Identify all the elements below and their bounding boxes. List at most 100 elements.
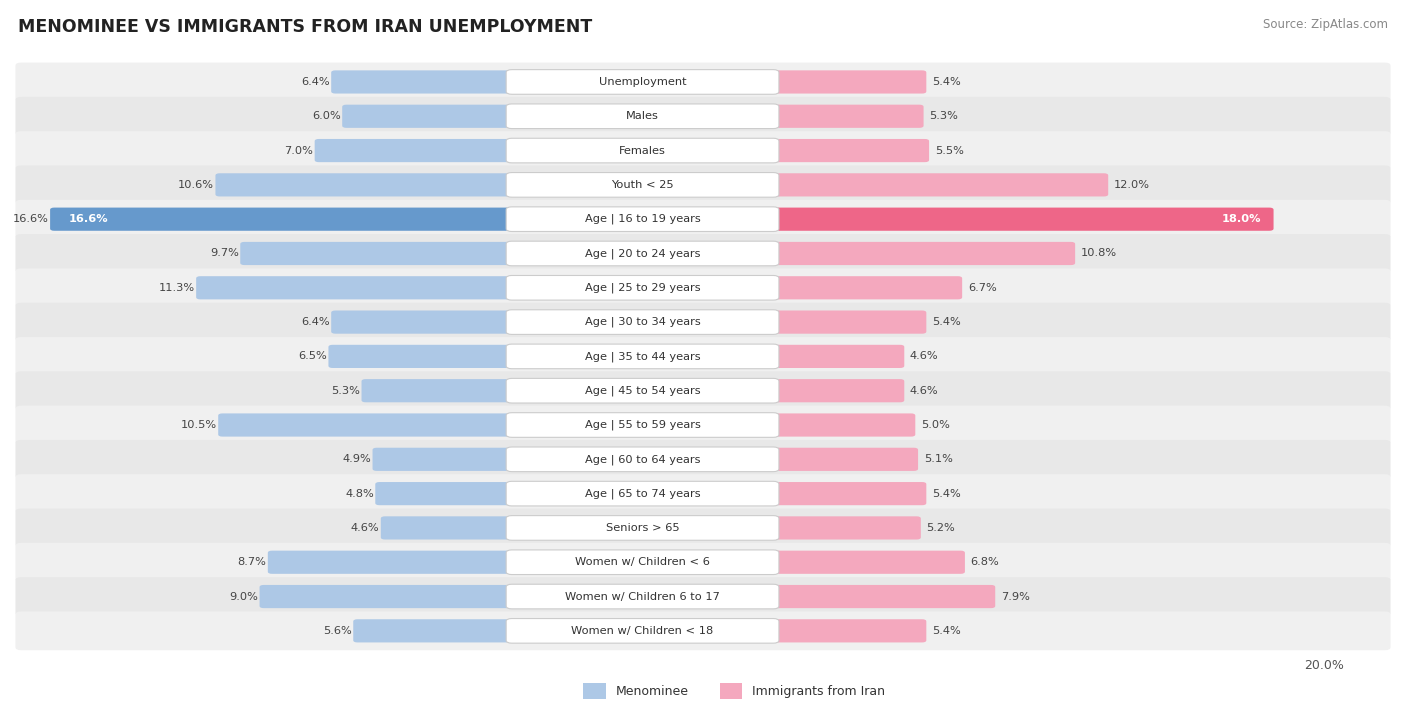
Text: 6.4%: 6.4% (301, 317, 330, 327)
Text: 8.7%: 8.7% (238, 557, 266, 567)
Text: Age | 60 to 64 years: Age | 60 to 64 years (585, 454, 700, 464)
FancyBboxPatch shape (762, 310, 927, 333)
FancyBboxPatch shape (15, 508, 1391, 547)
FancyBboxPatch shape (506, 70, 779, 94)
FancyBboxPatch shape (506, 241, 779, 266)
Text: Women w/ Children 6 to 17: Women w/ Children 6 to 17 (565, 592, 720, 601)
FancyBboxPatch shape (762, 619, 927, 642)
FancyBboxPatch shape (15, 97, 1391, 135)
FancyBboxPatch shape (15, 234, 1391, 273)
FancyBboxPatch shape (762, 551, 965, 574)
FancyBboxPatch shape (762, 379, 904, 402)
FancyBboxPatch shape (375, 482, 523, 505)
Text: Age | 45 to 54 years: Age | 45 to 54 years (585, 385, 700, 396)
Text: 9.0%: 9.0% (229, 592, 259, 601)
Text: Women w/ Children < 18: Women w/ Children < 18 (571, 626, 714, 636)
FancyBboxPatch shape (762, 174, 1108, 197)
FancyBboxPatch shape (15, 440, 1391, 479)
FancyBboxPatch shape (506, 104, 779, 129)
Text: 9.7%: 9.7% (209, 248, 239, 258)
FancyBboxPatch shape (762, 276, 962, 300)
FancyBboxPatch shape (762, 104, 924, 128)
FancyBboxPatch shape (315, 139, 523, 162)
Text: 5.5%: 5.5% (935, 145, 963, 156)
FancyBboxPatch shape (762, 71, 927, 94)
FancyBboxPatch shape (15, 405, 1391, 444)
FancyBboxPatch shape (506, 584, 779, 609)
Text: 4.8%: 4.8% (344, 489, 374, 499)
Text: 4.6%: 4.6% (910, 351, 939, 361)
FancyBboxPatch shape (506, 413, 779, 437)
FancyBboxPatch shape (506, 276, 779, 300)
FancyBboxPatch shape (506, 344, 779, 369)
FancyBboxPatch shape (15, 543, 1391, 582)
FancyBboxPatch shape (51, 207, 523, 231)
FancyBboxPatch shape (506, 173, 779, 197)
FancyBboxPatch shape (15, 199, 1391, 238)
Text: Males: Males (626, 112, 659, 121)
FancyBboxPatch shape (762, 448, 918, 471)
Text: 6.4%: 6.4% (301, 77, 330, 87)
FancyBboxPatch shape (506, 379, 779, 403)
Text: MENOMINEE VS IMMIGRANTS FROM IRAN UNEMPLOYMENT: MENOMINEE VS IMMIGRANTS FROM IRAN UNEMPL… (18, 18, 592, 36)
Text: Immigrants from Iran: Immigrants from Iran (752, 685, 886, 698)
FancyBboxPatch shape (762, 345, 904, 368)
Text: Menominee: Menominee (616, 685, 689, 698)
Bar (720, 683, 742, 699)
FancyBboxPatch shape (329, 345, 523, 368)
FancyBboxPatch shape (332, 71, 523, 94)
FancyBboxPatch shape (15, 269, 1391, 307)
Text: 6.7%: 6.7% (967, 283, 997, 293)
FancyBboxPatch shape (15, 166, 1391, 204)
FancyBboxPatch shape (762, 482, 927, 505)
FancyBboxPatch shape (506, 447, 779, 472)
FancyBboxPatch shape (506, 310, 779, 334)
Text: Age | 35 to 44 years: Age | 35 to 44 years (585, 351, 700, 361)
Text: 5.4%: 5.4% (932, 317, 960, 327)
FancyBboxPatch shape (353, 619, 523, 642)
FancyBboxPatch shape (267, 551, 523, 574)
FancyBboxPatch shape (506, 618, 779, 643)
Text: Age | 16 to 19 years: Age | 16 to 19 years (585, 214, 700, 225)
Text: 6.0%: 6.0% (312, 112, 340, 121)
FancyBboxPatch shape (215, 174, 523, 197)
Text: Seniors > 65: Seniors > 65 (606, 523, 679, 533)
FancyBboxPatch shape (197, 276, 523, 300)
Text: 18.0%: 18.0% (1222, 214, 1261, 224)
Text: 16.6%: 16.6% (13, 214, 49, 224)
FancyBboxPatch shape (15, 611, 1391, 650)
Text: 11.3%: 11.3% (159, 283, 195, 293)
Text: 4.9%: 4.9% (343, 454, 371, 464)
FancyBboxPatch shape (506, 516, 779, 540)
Text: 10.8%: 10.8% (1081, 248, 1116, 258)
Text: 4.6%: 4.6% (910, 386, 939, 396)
FancyBboxPatch shape (762, 585, 995, 608)
FancyBboxPatch shape (15, 577, 1391, 616)
Text: Age | 55 to 59 years: Age | 55 to 59 years (585, 420, 700, 431)
Text: Source: ZipAtlas.com: Source: ZipAtlas.com (1263, 18, 1388, 31)
FancyBboxPatch shape (15, 337, 1391, 376)
Text: Females: Females (619, 145, 666, 156)
Text: 6.8%: 6.8% (970, 557, 1000, 567)
Text: Age | 20 to 24 years: Age | 20 to 24 years (585, 248, 700, 258)
Text: Youth < 25: Youth < 25 (612, 180, 673, 190)
FancyBboxPatch shape (240, 242, 523, 265)
Text: 10.6%: 10.6% (179, 180, 214, 190)
Text: 7.0%: 7.0% (284, 145, 314, 156)
Text: 5.1%: 5.1% (924, 454, 952, 464)
FancyBboxPatch shape (15, 474, 1391, 513)
Text: Unemployment: Unemployment (599, 77, 686, 87)
FancyBboxPatch shape (506, 550, 779, 575)
Text: 5.3%: 5.3% (332, 386, 360, 396)
FancyBboxPatch shape (361, 379, 523, 402)
Text: Age | 30 to 34 years: Age | 30 to 34 years (585, 317, 700, 328)
FancyBboxPatch shape (762, 516, 921, 539)
Text: Age | 25 to 29 years: Age | 25 to 29 years (585, 282, 700, 293)
FancyBboxPatch shape (762, 207, 1274, 231)
FancyBboxPatch shape (762, 413, 915, 436)
Text: Women w/ Children < 6: Women w/ Children < 6 (575, 557, 710, 567)
Text: 5.2%: 5.2% (927, 523, 955, 533)
FancyBboxPatch shape (342, 104, 523, 128)
Text: 4.6%: 4.6% (350, 523, 380, 533)
Text: 10.5%: 10.5% (181, 420, 217, 430)
